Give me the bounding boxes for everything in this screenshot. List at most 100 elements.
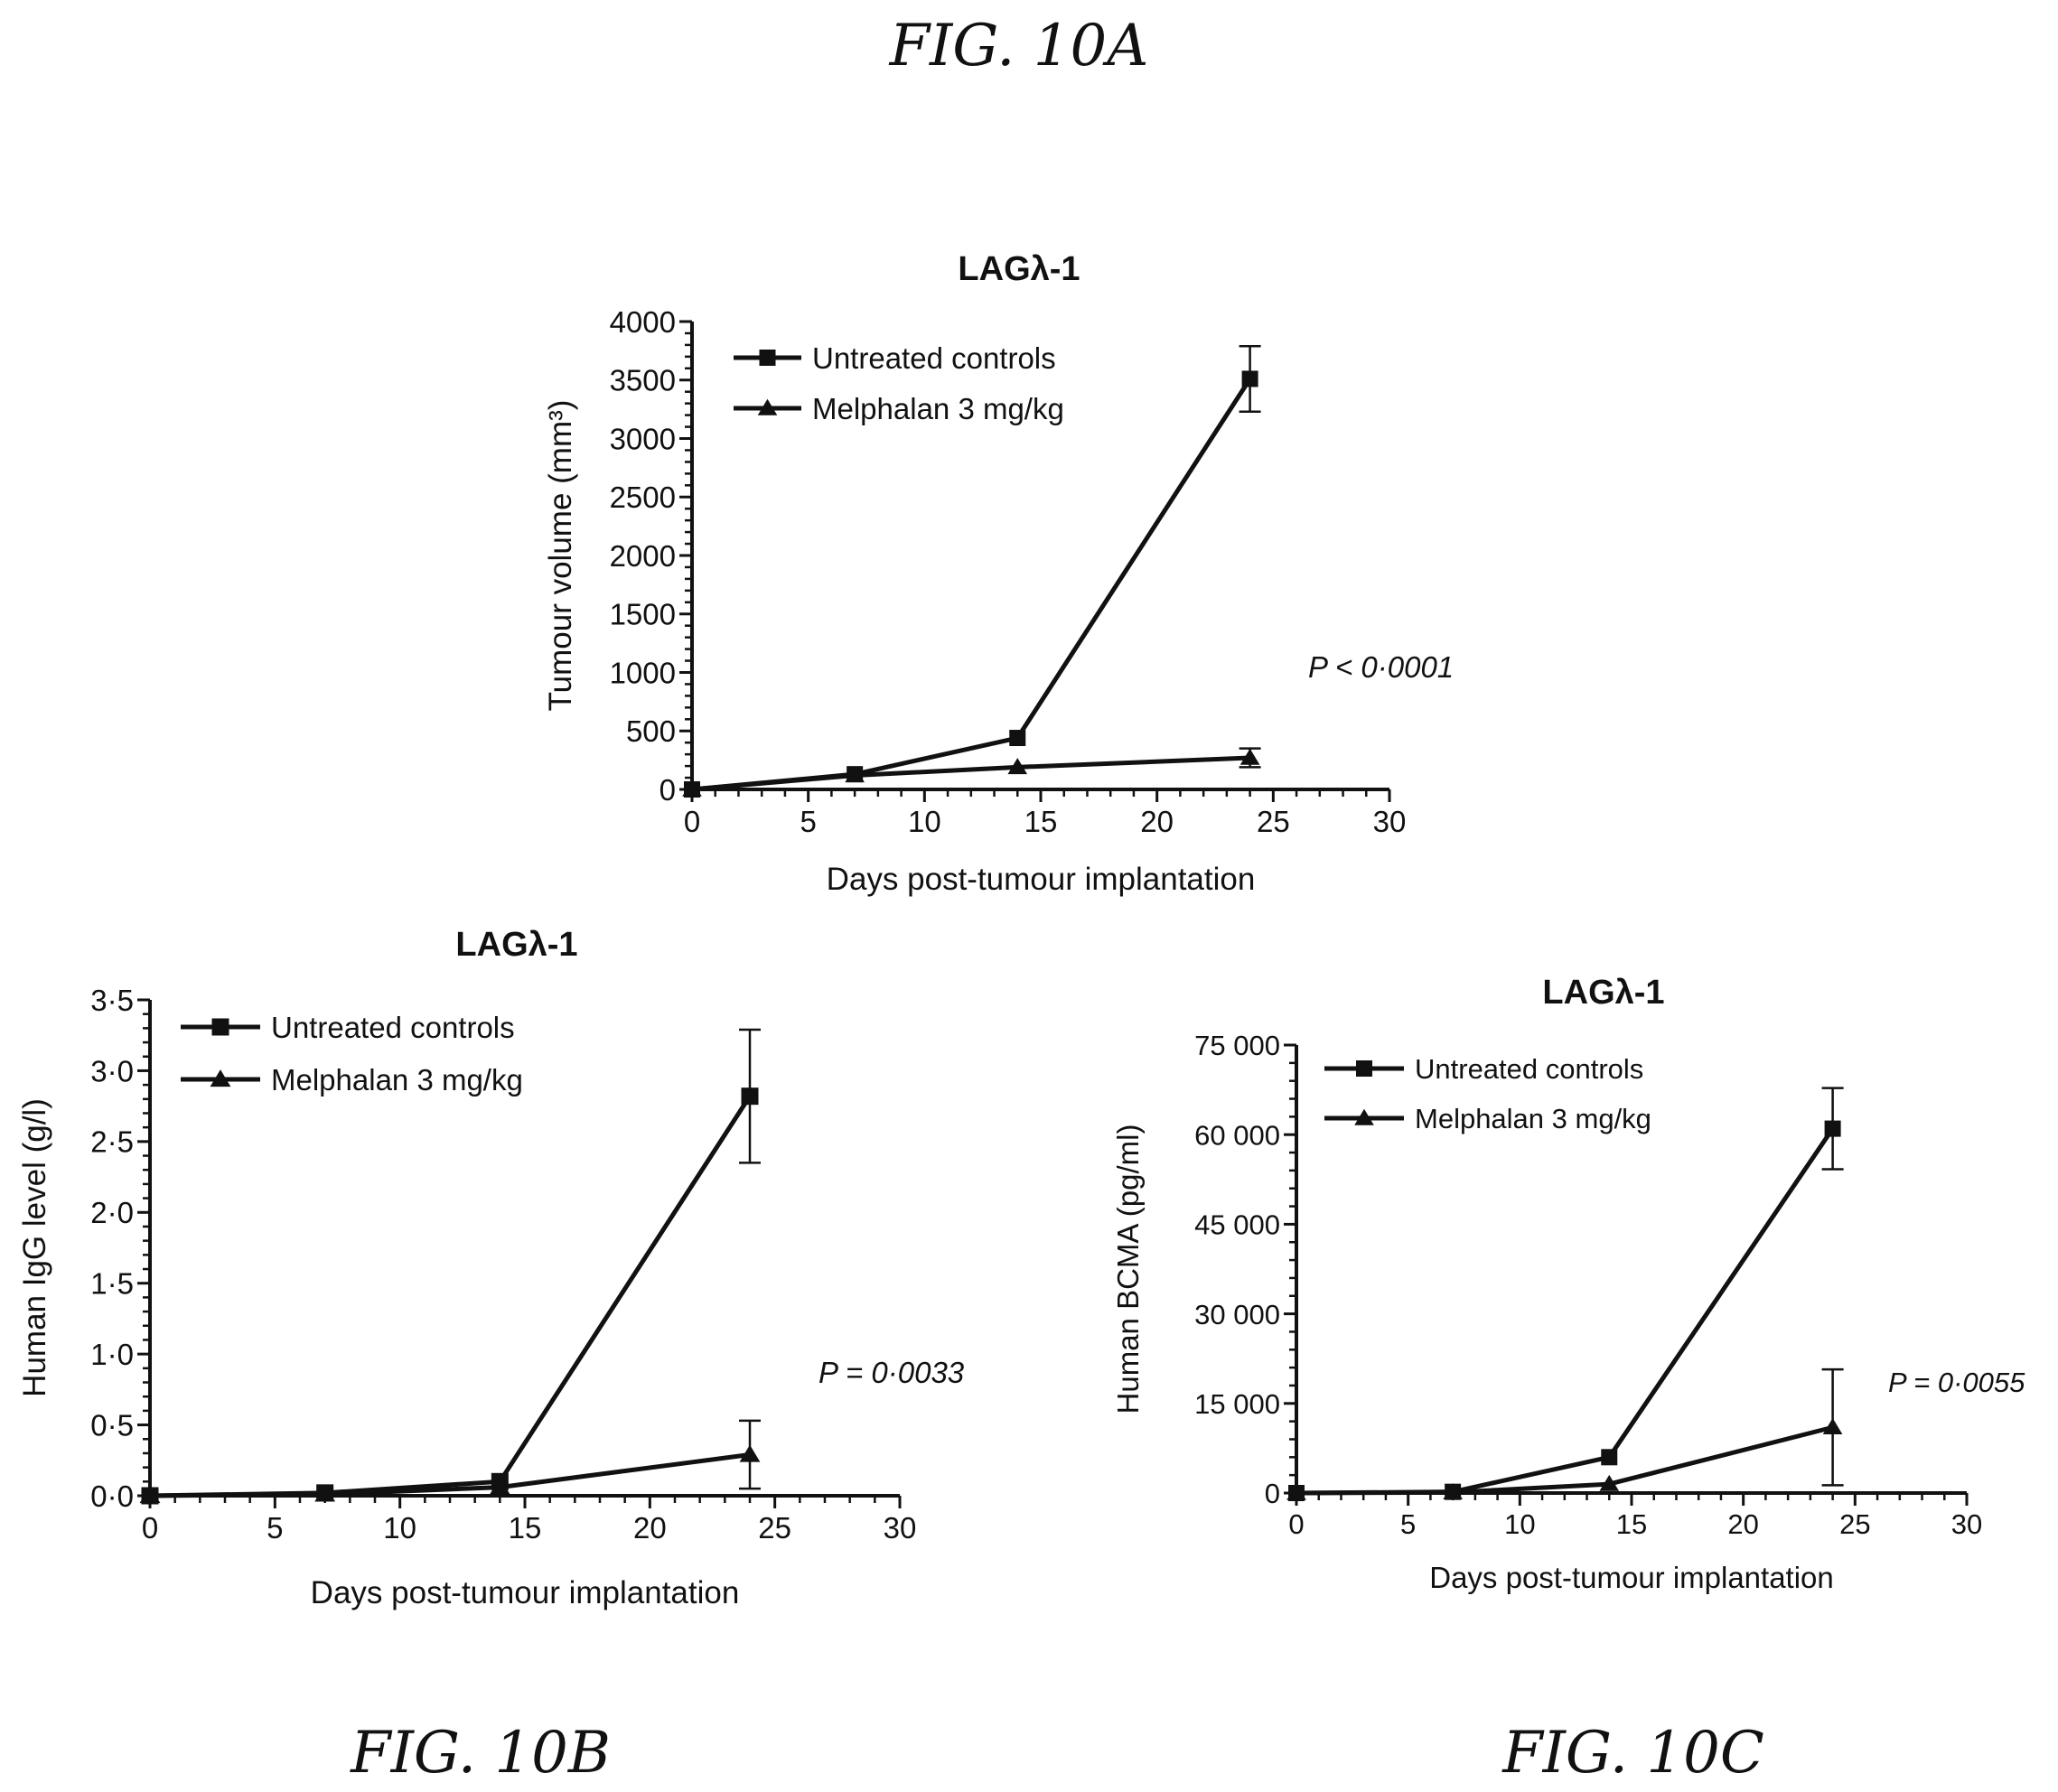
x-tick-label: 20 (633, 1511, 667, 1545)
series-melphalan (1286, 1367, 1844, 1500)
data-point (1599, 1474, 1620, 1491)
data-point (1443, 1483, 1463, 1500)
y-tick-label: 4000 (610, 305, 676, 339)
legend: Untreated controls Melphalan 3 mg/kg (181, 1011, 523, 1097)
data-point (489, 1477, 510, 1495)
y-tick-label: 2·0 (90, 1196, 134, 1229)
x-tick-label: 10 (908, 805, 941, 838)
legend-marker (757, 398, 778, 415)
chart-title: LAGλ-1 (1542, 974, 1664, 1012)
legend: Untreated controls Melphalan 3 mg/kg (1324, 1053, 1651, 1134)
data-point (139, 1486, 161, 1504)
x-tick-label: 10 (1504, 1508, 1535, 1540)
y-tick-label: 45 000 (1194, 1209, 1280, 1241)
y-tick-label: 0 (659, 773, 676, 807)
y-axis-label: Human IgG level (g/l) (17, 1098, 52, 1397)
figure-label-10a: FIG. 10A (889, 13, 1149, 79)
figure-label-10b: FIG. 10B (351, 1720, 611, 1787)
x-tick-label: 5 (1400, 1508, 1416, 1540)
y-tick-label: 1·0 (90, 1338, 134, 1371)
legend-marker (210, 1069, 231, 1087)
data-point (1239, 748, 1260, 765)
legend-label: Melphalan 3 mg/kg (271, 1063, 523, 1097)
x-tick-label: 15 (1616, 1508, 1647, 1540)
legend-marker (1356, 1060, 1372, 1077)
p-value-annotation: P = 0·0033 (819, 1356, 965, 1389)
x-tick-label: 25 (758, 1511, 791, 1545)
x-tick-label: 15 (1024, 805, 1058, 838)
y-tick-label: 0 (1265, 1478, 1280, 1509)
chart-fig10c: LAGλ-1 0 15 000 30 000 45 000 60 000 75 000 0 5 1… (1111, 974, 2025, 1594)
y-tick-label: 2000 (610, 539, 676, 573)
x-tick-label: 0 (1288, 1508, 1304, 1540)
chart-fig10a: LAGλ-1 0 500 1000 1500 2000 2500 3000 3500 4000 0 5… (543, 250, 1454, 897)
y-tick-label: 0·5 (90, 1408, 134, 1442)
y-tick-label: 3·5 (90, 984, 134, 1017)
y-axis-label: Human BCMA (pg/ml) (1111, 1125, 1145, 1414)
y-tick-label: 2500 (610, 481, 676, 514)
series-line (1296, 1127, 1835, 1496)
data-point (739, 1444, 761, 1462)
p-value-annotation: P = 0·0055 (1888, 1367, 2025, 1398)
series-untreated-controls (1288, 1087, 1844, 1501)
y-tick-label: 3500 (610, 364, 676, 397)
y-tick-label: 0·0 (90, 1479, 134, 1513)
y-tick-label: 30 000 (1194, 1299, 1280, 1330)
data-point (741, 1087, 759, 1106)
x-tick-label: 0 (142, 1511, 158, 1545)
legend-label: Melphalan 3 mg/kg (1415, 1103, 1651, 1134)
series-melphalan (682, 747, 1261, 797)
series-line (149, 1095, 753, 1498)
legend-marker (1354, 1108, 1374, 1125)
series-untreated-controls (141, 1028, 761, 1505)
data-point (1007, 758, 1028, 775)
p-value-annotation: P < 0·0001 (1308, 650, 1454, 684)
y-tick-label: 3000 (610, 422, 676, 455)
x-tick-label: 30 (1951, 1508, 1982, 1540)
y-tick-label: 500 (626, 714, 676, 748)
legend-label: Melphalan 3 mg/kg (812, 392, 1064, 425)
chart-fig10b: LAGλ-1 0·0 0·5 1·0 1·5 2·0 2·5 3·0 3·5 0 5 10 15 20 25… (17, 926, 965, 1610)
legend-marker (211, 1018, 229, 1036)
data-point (1824, 1120, 1841, 1137)
y-axis-label: Tumour volume (mm³) (543, 400, 578, 712)
series-line (149, 1452, 751, 1498)
x-tick-label: 10 (383, 1511, 416, 1545)
data-point (845, 766, 865, 783)
figure-label-10c: FIG. 10C (1502, 1720, 1764, 1787)
data-point (1286, 1483, 1306, 1500)
legend-marker (759, 350, 776, 366)
y-tick-label: 75 000 (1194, 1030, 1280, 1061)
x-tick-label: 5 (800, 805, 816, 838)
series-melphalan (139, 1419, 761, 1504)
x-tick-label: 20 (1140, 805, 1174, 838)
data-point (1601, 1449, 1618, 1466)
data-point (1822, 1417, 1843, 1434)
series-line (691, 755, 1250, 792)
data-point (682, 779, 702, 797)
x-tick-label: 25 (1257, 805, 1290, 838)
chart-title: LAGλ-1 (958, 250, 1080, 288)
y-tick-label: 1500 (610, 598, 676, 631)
y-tick-label: 2·5 (90, 1125, 134, 1159)
legend-label: Untreated controls (1415, 1053, 1643, 1085)
y-tick-label: 60 000 (1194, 1119, 1280, 1151)
legend: Untreated controls Melphalan 3 mg/kg (734, 341, 1064, 425)
x-axis-label: Days post-tumour implantation (311, 1575, 740, 1610)
y-tick-label: 1·5 (90, 1267, 134, 1301)
x-tick-label: 5 (267, 1511, 283, 1545)
series-line (1296, 1424, 1834, 1496)
legend-label: Untreated controls (812, 341, 1056, 375)
x-tick-label: 0 (684, 805, 700, 838)
y-tick-label: 15 000 (1194, 1388, 1280, 1420)
legend-label: Untreated controls (271, 1011, 515, 1044)
data-point (1241, 370, 1258, 387)
x-axis-label: Days post-tumour implantation (827, 862, 1256, 897)
x-tick-label: 25 (1839, 1508, 1870, 1540)
x-tick-label: 15 (509, 1511, 542, 1545)
chart-title: LAGλ-1 (455, 926, 577, 964)
data-point (1009, 730, 1026, 747)
x-tick-label: 20 (1727, 1508, 1758, 1540)
y-tick-label: 3·0 (90, 1054, 134, 1087)
y-tick-label: 1000 (610, 656, 676, 689)
